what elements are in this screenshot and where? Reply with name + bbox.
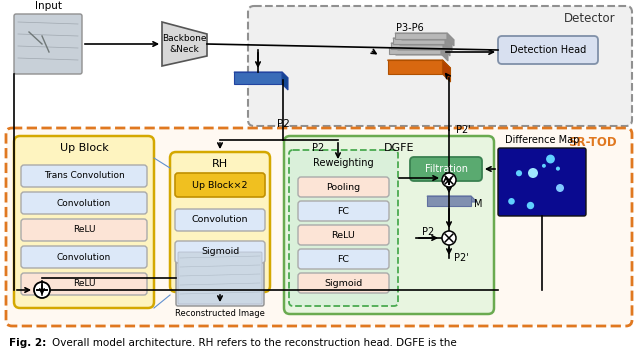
FancyBboxPatch shape	[21, 273, 147, 295]
Text: Backbone
&Neck: Backbone &Neck	[162, 34, 206, 54]
Circle shape	[528, 168, 538, 178]
Polygon shape	[443, 43, 450, 56]
Circle shape	[556, 184, 564, 192]
Polygon shape	[445, 38, 452, 51]
Text: Reweighting: Reweighting	[313, 158, 374, 168]
Polygon shape	[441, 48, 448, 61]
FancyBboxPatch shape	[14, 136, 154, 308]
Circle shape	[34, 282, 50, 298]
Polygon shape	[391, 43, 443, 49]
Circle shape	[516, 170, 522, 176]
Circle shape	[527, 202, 534, 209]
Text: P2: P2	[276, 119, 289, 129]
Text: P2': P2'	[454, 253, 468, 263]
FancyBboxPatch shape	[21, 246, 147, 268]
FancyBboxPatch shape	[176, 250, 264, 306]
FancyBboxPatch shape	[21, 165, 147, 187]
Text: SR-TOD: SR-TOD	[568, 135, 616, 149]
Circle shape	[508, 198, 515, 205]
Polygon shape	[391, 43, 450, 50]
Text: FC: FC	[337, 254, 349, 263]
Polygon shape	[393, 38, 452, 45]
Text: FC: FC	[337, 207, 349, 215]
FancyBboxPatch shape	[178, 252, 262, 304]
Polygon shape	[427, 196, 471, 206]
Circle shape	[546, 155, 555, 163]
FancyBboxPatch shape	[175, 241, 265, 263]
Text: Up Block×2: Up Block×2	[192, 180, 248, 190]
Text: M: M	[474, 199, 483, 209]
Text: P2': P2'	[456, 125, 470, 135]
Text: RH: RH	[212, 159, 228, 169]
FancyBboxPatch shape	[298, 177, 389, 197]
Text: DGFE: DGFE	[384, 143, 414, 153]
Text: Input: Input	[35, 1, 61, 11]
FancyBboxPatch shape	[248, 6, 632, 126]
FancyBboxPatch shape	[175, 173, 265, 197]
Text: Convolution: Convolution	[57, 199, 111, 208]
Polygon shape	[389, 48, 441, 54]
Circle shape	[442, 173, 456, 187]
Circle shape	[442, 231, 456, 245]
Text: P2: P2	[312, 143, 324, 153]
Polygon shape	[395, 33, 447, 39]
FancyBboxPatch shape	[498, 148, 586, 216]
FancyBboxPatch shape	[289, 150, 398, 306]
Polygon shape	[387, 60, 451, 68]
FancyBboxPatch shape	[284, 136, 494, 314]
Polygon shape	[395, 33, 454, 40]
Polygon shape	[447, 33, 454, 46]
Polygon shape	[162, 22, 207, 66]
Text: ReLU: ReLU	[332, 230, 355, 239]
Text: ReLU: ReLU	[73, 280, 95, 289]
FancyBboxPatch shape	[170, 152, 270, 292]
FancyBboxPatch shape	[298, 225, 389, 245]
FancyBboxPatch shape	[21, 192, 147, 214]
Text: Detection Head: Detection Head	[510, 45, 586, 55]
Text: Fig. 2:: Fig. 2:	[9, 338, 46, 348]
FancyBboxPatch shape	[6, 128, 632, 326]
FancyBboxPatch shape	[298, 249, 389, 269]
Text: ReLU: ReLU	[73, 225, 95, 235]
FancyBboxPatch shape	[21, 219, 147, 241]
Text: Filtration: Filtration	[424, 164, 467, 174]
Circle shape	[542, 164, 546, 168]
Polygon shape	[393, 38, 445, 44]
FancyBboxPatch shape	[498, 36, 598, 64]
FancyBboxPatch shape	[298, 273, 389, 293]
Text: P3-P6: P3-P6	[396, 23, 424, 33]
Polygon shape	[442, 60, 451, 82]
Text: Detector: Detector	[564, 12, 616, 24]
Text: Difference Map: Difference Map	[505, 135, 579, 145]
Polygon shape	[427, 196, 477, 202]
Text: Up Block: Up Block	[60, 143, 108, 153]
Polygon shape	[234, 72, 282, 84]
Text: Pooling: Pooling	[326, 183, 360, 192]
Polygon shape	[389, 48, 448, 55]
FancyBboxPatch shape	[14, 14, 82, 74]
Circle shape	[556, 166, 560, 171]
Text: Convolution: Convolution	[57, 252, 111, 261]
Text: Convolution: Convolution	[192, 215, 248, 224]
FancyBboxPatch shape	[410, 157, 482, 181]
Text: P2: P2	[422, 227, 434, 237]
FancyBboxPatch shape	[175, 209, 265, 231]
Polygon shape	[282, 72, 288, 90]
Text: Sigmoid: Sigmoid	[324, 279, 363, 288]
Text: Overall model architecture. RH refers to the reconstruction head. DGFE is the: Overall model architecture. RH refers to…	[52, 338, 457, 348]
Text: Reconstructed Image: Reconstructed Image	[175, 310, 265, 319]
Polygon shape	[234, 72, 288, 78]
Text: Sigmoid: Sigmoid	[201, 247, 239, 257]
Text: Trans Convolution: Trans Convolution	[44, 171, 124, 180]
FancyBboxPatch shape	[298, 201, 389, 221]
Polygon shape	[387, 60, 442, 74]
